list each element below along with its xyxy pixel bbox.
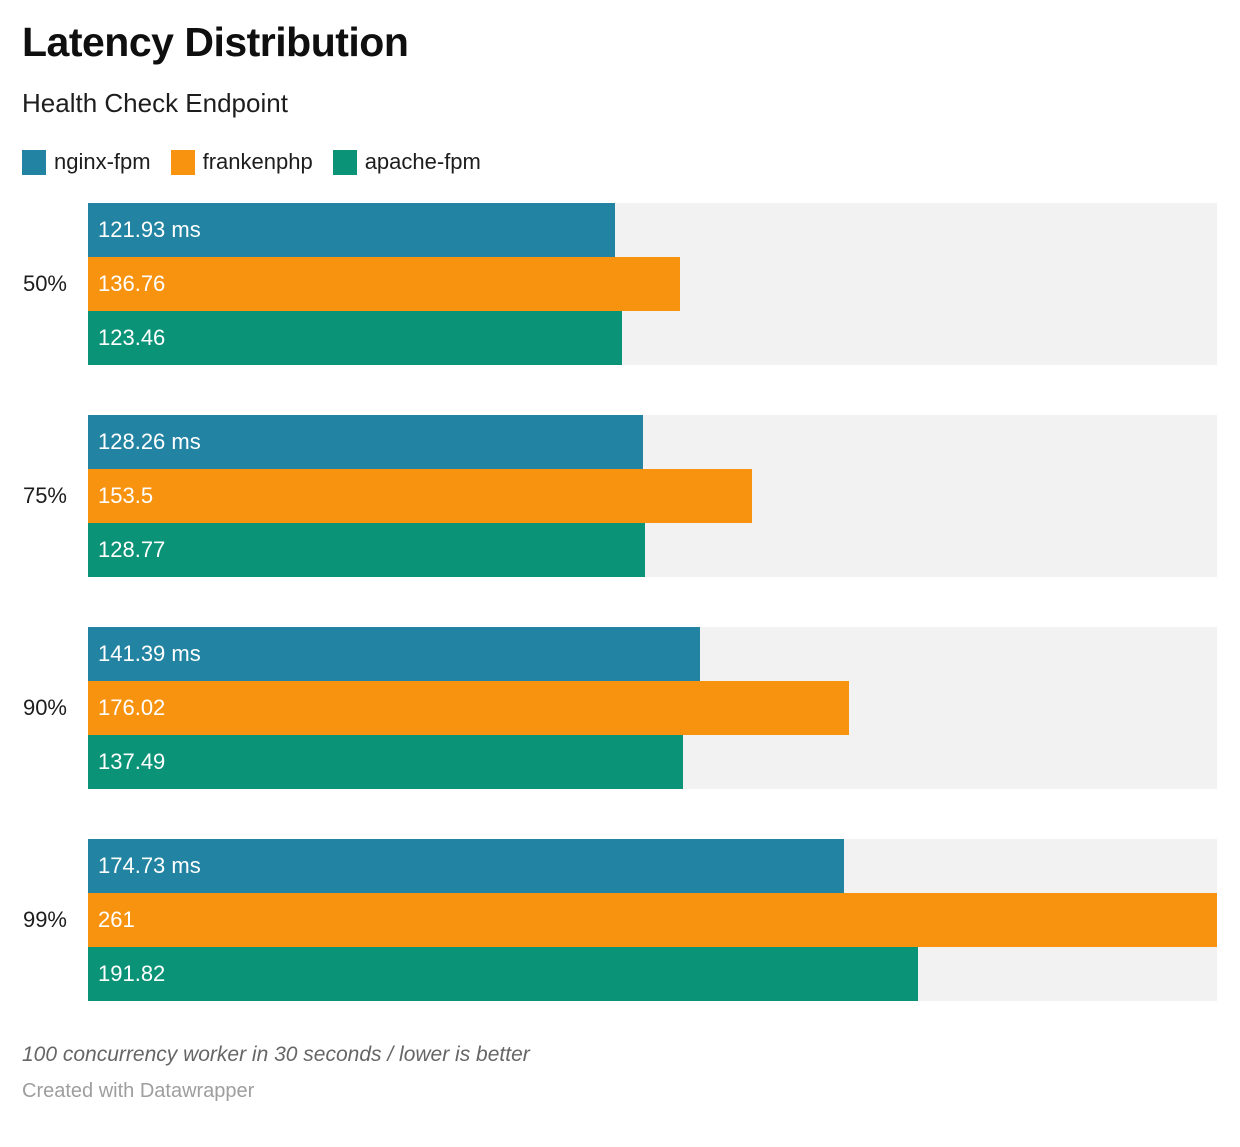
bar-frankenphp: 136.76: [88, 257, 680, 312]
legend-swatch-icon: [332, 149, 357, 175]
bar-apache-fpm: 191.82: [88, 947, 918, 1002]
bar-value-label: 153.5: [98, 483, 154, 509]
legend-label: frankenphp: [202, 149, 313, 175]
category-label: 50%: [22, 271, 67, 297]
bar-value-label: 141.39 ms: [98, 641, 201, 667]
category-label: 90%: [22, 695, 67, 721]
percentile-group-50: 50% 121.93 ms 136.76 123.46: [22, 203, 1217, 366]
bar-value-label: 176.02: [98, 695, 166, 721]
bar-track: 174.73 ms 261 191.82: [88, 839, 1217, 1002]
bar-nginx-fpm: 128.26 ms: [88, 415, 643, 470]
footer-note: 100 concurrency worker in 30 seconds / l…: [22, 1043, 530, 1067]
bar-row: 141.39 ms: [88, 627, 1217, 682]
bar-row: 137.49: [88, 735, 1217, 790]
bar-row: 123.46: [88, 311, 1217, 366]
percentile-group-75: 75% 128.26 ms 153.5 128.77: [22, 415, 1217, 578]
bar-row: 153.5: [88, 469, 1217, 524]
bar-row: 191.82: [88, 947, 1217, 1002]
bar-track: 121.93 ms 136.76 123.46: [88, 203, 1217, 366]
legend-item-nginx-fpm: nginx-fpm: [22, 149, 151, 175]
chart-subtitle: Health Check Endpoint: [22, 88, 288, 119]
datawrapper-attribution: Created with Datawrapper: [22, 1079, 255, 1102]
category-label: 75%: [22, 483, 67, 509]
legend-label: nginx-fpm: [54, 149, 151, 175]
bar-apache-fpm: 123.46: [88, 311, 623, 366]
bar-row: 136.76: [88, 257, 1217, 312]
legend-item-apache-fpm: apache-fpm: [332, 149, 481, 175]
bar-nginx-fpm: 174.73 ms: [88, 839, 844, 894]
bar-apache-fpm: 128.77: [88, 523, 646, 578]
percentile-group-99: 99% 174.73 ms 261 191.82: [22, 839, 1217, 1002]
bar-frankenphp: 176.02: [88, 681, 850, 736]
bar-value-label: 261: [98, 907, 135, 933]
bar-row: 128.26 ms: [88, 415, 1217, 470]
percentile-group-90: 90% 141.39 ms 176.02 137.49: [22, 627, 1217, 790]
bar-value-label: 137.49: [98, 749, 166, 775]
bar-apache-fpm: 137.49: [88, 735, 683, 790]
bar-value-label: 123.46: [98, 325, 166, 351]
legend: nginx-fpm frankenphp apache-fpm: [22, 149, 1217, 175]
bar-nginx-fpm: 141.39 ms: [88, 627, 700, 682]
chart-container: Latency Distribution Health Check Endpoi…: [0, 19, 1240, 1104]
page-title: Latency Distribution: [22, 19, 409, 65]
bar-value-label: 128.77: [98, 537, 166, 563]
legend-swatch-icon: [170, 149, 195, 175]
bar-frankenphp: 153.5: [88, 469, 752, 524]
bar-track: 128.26 ms 153.5 128.77: [88, 415, 1217, 578]
bar-nginx-fpm: 121.93 ms: [88, 203, 616, 258]
category-label: 99%: [22, 907, 67, 933]
bar-track: 141.39 ms 176.02 137.49: [88, 627, 1217, 790]
bar-frankenphp: 261: [88, 893, 1217, 948]
bar-row: 176.02: [88, 681, 1217, 736]
bar-row: 174.73 ms: [88, 839, 1217, 894]
bar-row: 121.93 ms: [88, 203, 1217, 258]
legend-item-frankenphp: frankenphp: [170, 149, 313, 175]
legend-label: apache-fpm: [364, 149, 481, 175]
bar-value-label: 174.73 ms: [98, 853, 201, 879]
bar-value-label: 128.26 ms: [98, 429, 201, 455]
bar-row: 128.77: [88, 523, 1217, 578]
bar-value-label: 136.76: [98, 271, 166, 297]
bar-chart: 50% 121.93 ms 136.76 123.46 75% 128.26 ms 153.…: [22, 203, 1217, 1002]
bar-value-label: 121.93 ms: [98, 217, 201, 243]
bar-row: 261: [88, 893, 1217, 948]
bar-value-label: 191.82: [98, 961, 166, 987]
legend-swatch-icon: [22, 149, 46, 175]
